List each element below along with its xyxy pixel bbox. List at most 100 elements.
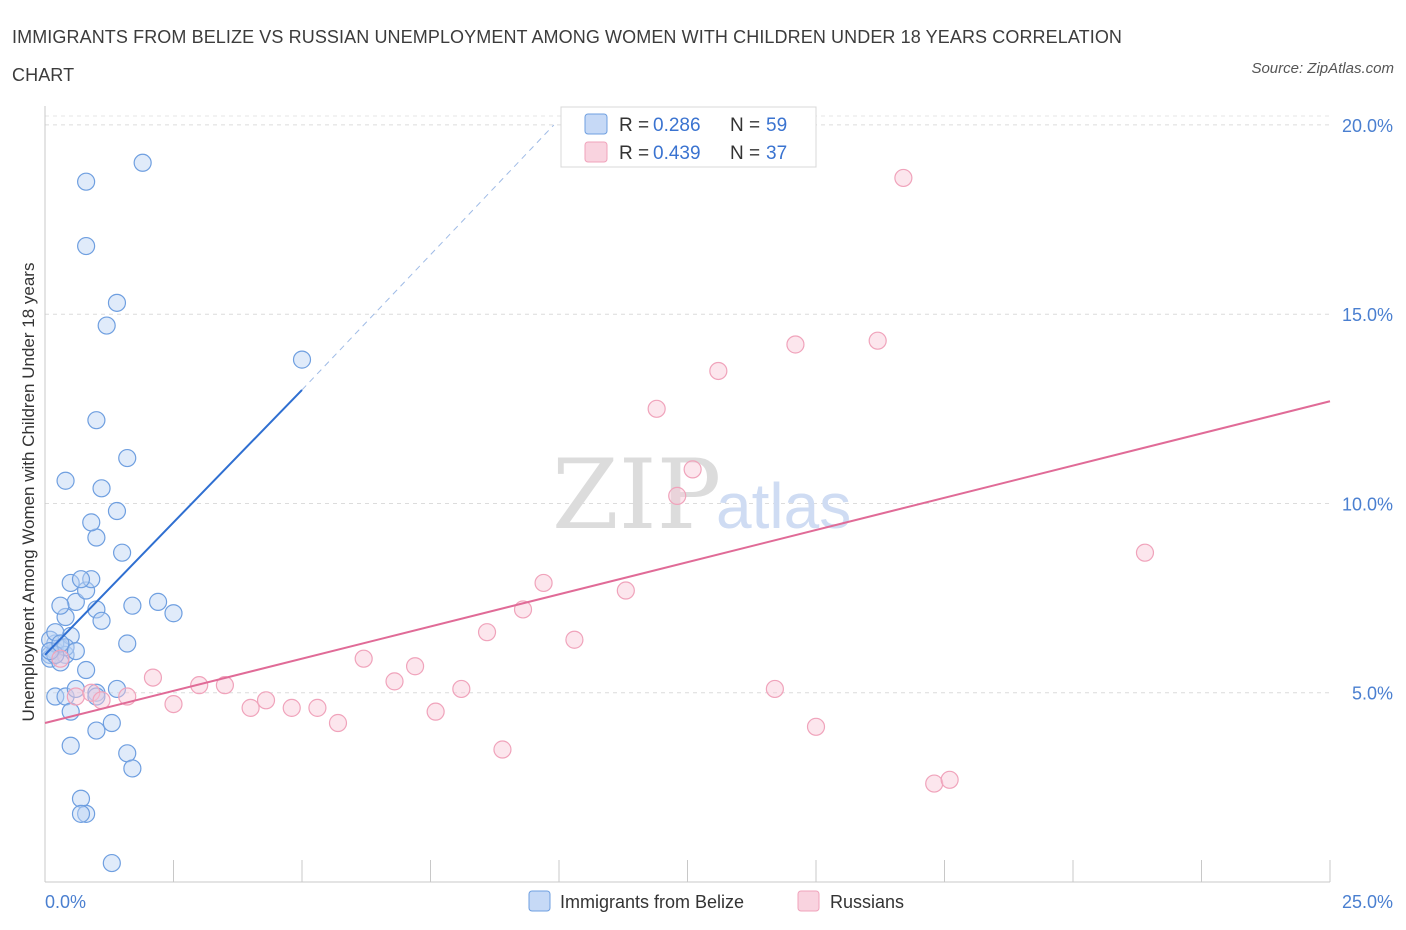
belize-point [164, 604, 183, 623]
belize-point [46, 687, 65, 706]
belize-point [148, 592, 168, 611]
belize-point [123, 759, 142, 778]
belize-point [51, 634, 70, 653]
legend-n-value-belize: 59 [766, 115, 787, 136]
russians-point [534, 573, 553, 593]
x-tick-label: 0.0% [45, 892, 86, 912]
belize-point [87, 721, 106, 740]
belize-point [87, 528, 106, 547]
russians-point [647, 399, 666, 418]
belize-point [71, 789, 91, 808]
source-label: Source: ZipAtlas.com [1251, 60, 1394, 77]
belize-point [133, 153, 152, 172]
russians-point [426, 702, 445, 721]
legend-n-value-russians: 37 [766, 143, 787, 164]
russians-point [493, 740, 512, 759]
belize-point [97, 316, 116, 335]
russians-point [82, 683, 101, 702]
belize-point [107, 501, 127, 521]
belize-point [51, 596, 70, 615]
russians-point [241, 698, 260, 717]
belize-point [66, 592, 85, 611]
russians-point [868, 331, 887, 350]
belize-point [77, 660, 96, 680]
russians-point [940, 770, 959, 789]
russians-point [308, 698, 327, 717]
russians-point [806, 717, 826, 736]
y-tick-label: 20.0% [1342, 116, 1393, 136]
legend-box: R = 0.286 N = 59 R = 0.439 N = 37 [560, 106, 817, 168]
belize-point [102, 853, 121, 873]
belize-point [66, 641, 85, 661]
legend-r-value-russians: 0.439 [653, 143, 701, 164]
trend-lines [44, 124, 1331, 724]
belize-point [77, 581, 96, 600]
belize-point [71, 570, 91, 589]
tick-labels: 5.0% 10.0% 15.0% 20.0% 0.0% 25.0% [45, 116, 1393, 912]
belize-point [107, 679, 127, 699]
russians-point [786, 335, 805, 354]
belize-point [107, 293, 127, 312]
legend-swatch-russians [584, 141, 608, 163]
watermark-atlas: atlas [716, 470, 851, 542]
legend-swatch-belize [584, 113, 608, 135]
belize-point [77, 236, 96, 256]
belize-point [292, 350, 312, 369]
legend-n-label: N = [730, 115, 760, 136]
belize-point [82, 513, 101, 532]
belize-point [71, 804, 91, 823]
russians-point [215, 676, 234, 695]
legend-r-value-belize: 0.286 [653, 115, 701, 136]
legend-r-label: R = [619, 115, 649, 136]
russians-point [385, 672, 404, 691]
russians-point [66, 687, 85, 706]
russians-point [51, 649, 70, 668]
russians-point [164, 694, 183, 714]
watermark-zip: ZIP [552, 439, 721, 551]
axes [44, 106, 1331, 883]
belize-point [92, 479, 111, 498]
russians-point [565, 630, 584, 649]
belize-point [112, 543, 132, 562]
belize-trend-extension [301, 124, 555, 391]
data-points [41, 153, 1155, 873]
belize-trend-line [44, 389, 303, 656]
chart-title: IMMIGRANTS FROM BELIZE VS RUSSIAN UNEMPL… [12, 27, 1123, 85]
belize-point [118, 448, 137, 468]
russians-point [894, 168, 913, 188]
belize-point [46, 623, 65, 642]
belize-point [123, 596, 142, 615]
russians-point [477, 623, 497, 642]
belize-point [102, 713, 121, 733]
russians-point [354, 649, 373, 668]
belize-point [87, 411, 106, 430]
russians-point [405, 657, 425, 676]
belize-point [61, 736, 80, 755]
belize-point [77, 804, 96, 823]
belize-point [56, 607, 75, 627]
y-axis-label: Unemployment Among Women with Children U… [19, 263, 38, 722]
x-tick-label: 25.0% [1342, 892, 1393, 912]
bottom-legend-swatch-russians [797, 890, 820, 912]
bottom-legend-label-belize: Immigrants from Belize [560, 892, 744, 912]
russians-point [143, 668, 163, 687]
y-tick-label: 15.0% [1342, 305, 1393, 325]
russians-point [282, 698, 301, 717]
russians-trend-line [44, 400, 1331, 724]
russians-point [92, 691, 111, 710]
russians-point [925, 774, 944, 793]
legend-r-label: R = [619, 143, 649, 164]
russians-point [616, 581, 635, 600]
grid-lines [45, 115, 1330, 694]
russians-point [709, 361, 728, 381]
y-tick-label: 5.0% [1352, 684, 1393, 704]
bottom-legend: Immigrants from Belize Russians [528, 890, 904, 912]
belize-point [118, 634, 137, 653]
belize-point [118, 744, 137, 763]
belize-point [77, 172, 96, 191]
russians-point [683, 460, 702, 479]
russians-point [452, 679, 471, 699]
russians-point [256, 691, 276, 710]
belize-point [92, 611, 111, 630]
